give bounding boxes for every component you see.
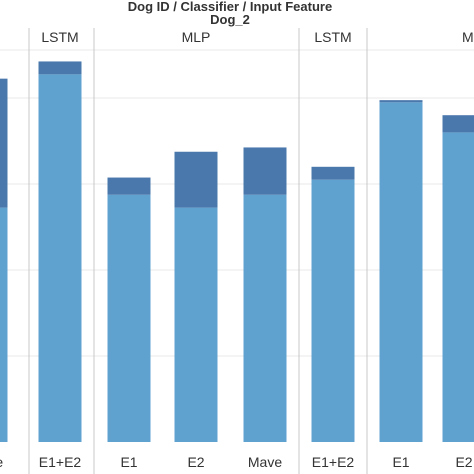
tick-label-g1-1: Mave — [0, 454, 3, 470]
bar-lower-g3-3 — [243, 194, 287, 442]
tick-label-g4-1: E1+E2 — [312, 454, 355, 470]
bar-upper-g3-3 — [243, 147, 287, 195]
bar-lower-g2-1 — [38, 74, 82, 442]
bar-lower-g3-2 — [174, 207, 218, 442]
chart-title: Dog ID / Classifier / Input Feature — [128, 0, 332, 14]
tick-label-g5-1: E1 — [392, 454, 409, 470]
bar-lower-g5-2 — [442, 132, 474, 442]
bar-upper-g2-1 — [38, 61, 82, 75]
bar-lower-g3-1 — [107, 194, 151, 442]
dog-label: Dog_2 — [210, 12, 250, 27]
bar-upper-g5-1 — [379, 100, 423, 103]
group-label-3: MLP — [182, 29, 211, 45]
tick-label-g3-1: E1 — [120, 454, 137, 470]
bar-lower-g5-1 — [379, 102, 423, 443]
group-label-5: MLP — [462, 29, 474, 45]
tick-label-g5-2: E2 — [455, 454, 472, 470]
tick-label-g3-3: Mave — [248, 454, 282, 470]
bar-lower-g4-1 — [311, 179, 355, 442]
group-label-2: LSTM — [41, 29, 78, 45]
bar-upper-g1-1 — [0, 78, 8, 208]
tick-label-g2-1: E1+E2 — [39, 454, 82, 470]
bar-upper-g4-1 — [311, 166, 355, 180]
bar-upper-g3-1 — [107, 177, 151, 195]
tick-label-g3-2: E2 — [187, 454, 204, 470]
bar-upper-g5-2 — [442, 115, 474, 133]
group-label-4: LSTM — [314, 29, 351, 45]
group-dividers — [28, 28, 368, 474]
bar-lower-g1-1 — [0, 207, 8, 442]
bars — [0, 61, 474, 443]
bar-upper-g3-2 — [174, 151, 218, 208]
